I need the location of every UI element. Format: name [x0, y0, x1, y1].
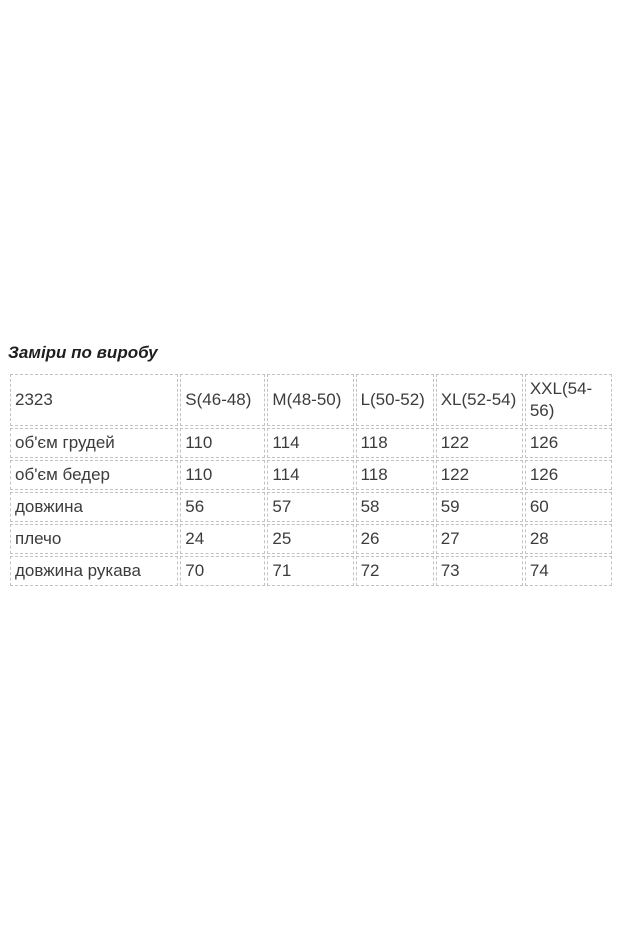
- size-header-cell: XL(52-54): [435, 374, 523, 426]
- measurement-value-cell: 60: [524, 492, 612, 522]
- measurement-row: плечо 24 25 26 27 28: [10, 524, 612, 554]
- measurement-value-cell: 58: [355, 492, 434, 522]
- measurement-label-cell: об'єм грудей: [10, 428, 179, 458]
- measurement-value-cell: 24: [180, 524, 266, 554]
- measurement-value-cell: 114: [267, 460, 354, 490]
- size-table: 2323 S(46-48) M(48-50) L(50-52) XL(52-54) XXL…: [8, 372, 614, 588]
- measurement-value-cell: 71: [267, 556, 354, 586]
- measurement-label-cell: довжина рукава: [10, 556, 179, 586]
- measurement-label-cell: об'єм бедер: [10, 460, 179, 490]
- measurement-value-cell: 122: [435, 428, 523, 458]
- measurement-value-cell: 118: [355, 460, 434, 490]
- size-header-cell: XXL(54-56): [524, 374, 612, 426]
- measurement-row: довжина 56 57 58 59 60: [10, 492, 612, 522]
- model-number-cell: 2323: [10, 374, 179, 426]
- measurement-value-cell: 25: [267, 524, 354, 554]
- size-header-cell: L(50-52): [355, 374, 434, 426]
- measurement-value-cell: 126: [524, 460, 612, 490]
- measurement-value-cell: 56: [180, 492, 266, 522]
- measurement-value-cell: 73: [435, 556, 523, 586]
- measurement-value-cell: 74: [524, 556, 612, 586]
- measurement-value-cell: 28: [524, 524, 612, 554]
- measurement-value-cell: 57: [267, 492, 354, 522]
- measurement-value-cell: 110: [180, 460, 266, 490]
- measurement-value-cell: 72: [355, 556, 434, 586]
- size-chart-title: Заміри по виробу: [8, 343, 158, 362]
- size-chart-section: Заміри по виробу 2323 S(46-48) M(48-50) L(5…: [8, 343, 615, 588]
- measurement-label-cell: довжина: [10, 492, 179, 522]
- measurement-value-cell: 70: [180, 556, 266, 586]
- measurement-label-cell: плечо: [10, 524, 179, 554]
- measurement-row: довжина рукава 70 71 72 73 74: [10, 556, 612, 586]
- measurement-row: об'єм грудей 110 114 118 122 126: [10, 428, 612, 458]
- size-header-cell: M(48-50): [267, 374, 354, 426]
- measurement-value-cell: 114: [267, 428, 354, 458]
- size-table-header-row: 2323 S(46-48) M(48-50) L(50-52) XL(52-54) XXL…: [10, 374, 612, 426]
- measurement-value-cell: 26: [355, 524, 434, 554]
- measurement-value-cell: 126: [524, 428, 612, 458]
- measurement-row: об'єм бедер 110 114 118 122 126: [10, 460, 612, 490]
- measurement-value-cell: 122: [435, 460, 523, 490]
- measurement-value-cell: 59: [435, 492, 523, 522]
- measurement-value-cell: 110: [180, 428, 266, 458]
- measurement-value-cell: 118: [355, 428, 434, 458]
- size-header-cell: S(46-48): [180, 374, 266, 426]
- measurement-value-cell: 27: [435, 524, 523, 554]
